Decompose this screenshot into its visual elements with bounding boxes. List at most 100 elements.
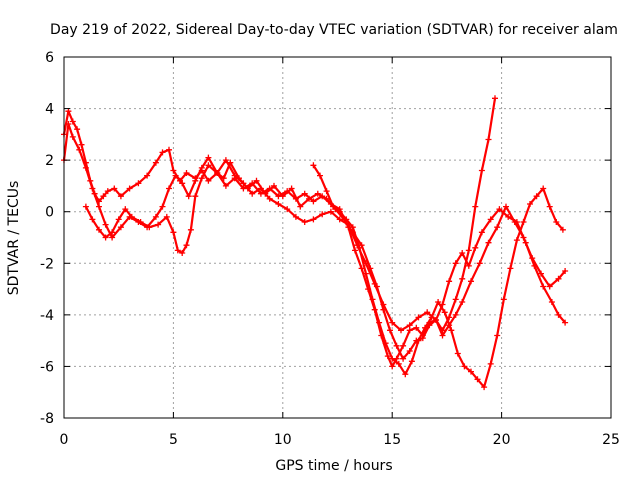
data-point	[115, 216, 122, 223]
data-point	[428, 314, 435, 321]
data-point	[82, 203, 89, 210]
data-point	[266, 195, 273, 202]
x-tick-label: 15	[383, 432, 401, 448]
data-point	[126, 185, 133, 192]
data-point	[297, 203, 304, 210]
data-point	[352, 247, 358, 254]
data-point	[459, 299, 466, 305]
data-point	[478, 229, 485, 236]
data-point	[389, 319, 396, 326]
data-point	[393, 342, 400, 349]
data-point	[323, 195, 330, 202]
series-trace	[312, 164, 565, 389]
data-point	[496, 206, 503, 213]
data-point	[384, 353, 391, 360]
data-point	[459, 275, 466, 282]
data-point	[146, 224, 153, 231]
data-point	[474, 376, 481, 383]
data-point	[198, 175, 205, 182]
data-point	[555, 275, 562, 282]
data-point	[415, 314, 422, 321]
y-tick-label: -4	[40, 308, 54, 324]
data-point	[538, 270, 544, 277]
data-point	[433, 317, 439, 323]
data-point	[117, 193, 124, 200]
data-point	[159, 149, 166, 156]
data-point	[382, 340, 389, 347]
data-point	[435, 299, 442, 305]
data-point	[389, 363, 396, 370]
data-point	[327, 208, 334, 215]
data-point	[487, 216, 494, 223]
data-point	[468, 368, 474, 375]
data-point	[362, 270, 369, 277]
data-point	[185, 193, 192, 200]
data-point	[406, 327, 413, 334]
data-point	[395, 360, 402, 367]
y-tick-label: -8	[40, 411, 54, 427]
data-point	[174, 247, 181, 254]
data-point	[546, 283, 553, 290]
data-point	[310, 216, 317, 223]
plot-frame	[63, 56, 612, 419]
data-point	[531, 262, 538, 269]
data-point	[74, 126, 81, 133]
data-point	[166, 185, 172, 192]
data-point	[117, 224, 124, 231]
data-point	[465, 247, 472, 254]
data-point	[323, 188, 330, 195]
data-point	[369, 296, 376, 303]
data-point	[292, 213, 299, 220]
data-point	[135, 180, 142, 187]
data-point	[279, 193, 286, 200]
data-point	[481, 384, 488, 391]
data-point	[500, 296, 507, 303]
y-tick-label: 0	[45, 205, 54, 221]
data-point	[163, 213, 170, 220]
data-point	[152, 159, 159, 166]
data-point	[492, 95, 498, 102]
series-trace	[84, 159, 567, 332]
data-point	[104, 188, 111, 195]
data-point	[478, 167, 485, 174]
data-point	[102, 234, 109, 241]
data-point	[65, 121, 72, 127]
data-point	[192, 177, 199, 184]
data-point	[513, 237, 520, 244]
data-point	[214, 170, 221, 176]
data-point	[310, 198, 317, 205]
data-point	[533, 193, 540, 200]
plot-area	[61, 95, 569, 391]
data-point	[380, 301, 387, 308]
data-point	[198, 164, 205, 171]
data-point	[170, 229, 177, 236]
data-point	[69, 118, 76, 125]
data-point	[555, 311, 562, 318]
data-point	[166, 146, 172, 153]
data-point	[459, 250, 466, 256]
data-point	[371, 280, 378, 287]
data-point	[559, 226, 566, 233]
data-point	[128, 213, 135, 220]
data-point	[461, 363, 468, 370]
data-point	[96, 226, 102, 233]
data-point	[102, 221, 109, 228]
chart-title: Day 219 of 2022, Sidereal Day-to-day VTE…	[50, 22, 618, 38]
data-point	[562, 268, 569, 274]
data-point	[413, 324, 420, 331]
y-tick-label: 2	[45, 153, 54, 169]
data-point	[155, 221, 162, 228]
data-point	[78, 141, 85, 148]
data-point	[468, 278, 474, 285]
data-point	[336, 208, 343, 215]
data-point	[89, 216, 96, 223]
data-point	[310, 162, 317, 169]
data-point	[205, 177, 212, 184]
axis-ticks	[63, 56, 612, 419]
data-point	[485, 136, 492, 143]
x-tick-label: 20	[493, 432, 511, 448]
data-point	[439, 332, 446, 339]
y-tick-labels: -8 -6 -4 -2 0 2 4 6	[40, 50, 54, 427]
series-track-b	[61, 121, 569, 362]
